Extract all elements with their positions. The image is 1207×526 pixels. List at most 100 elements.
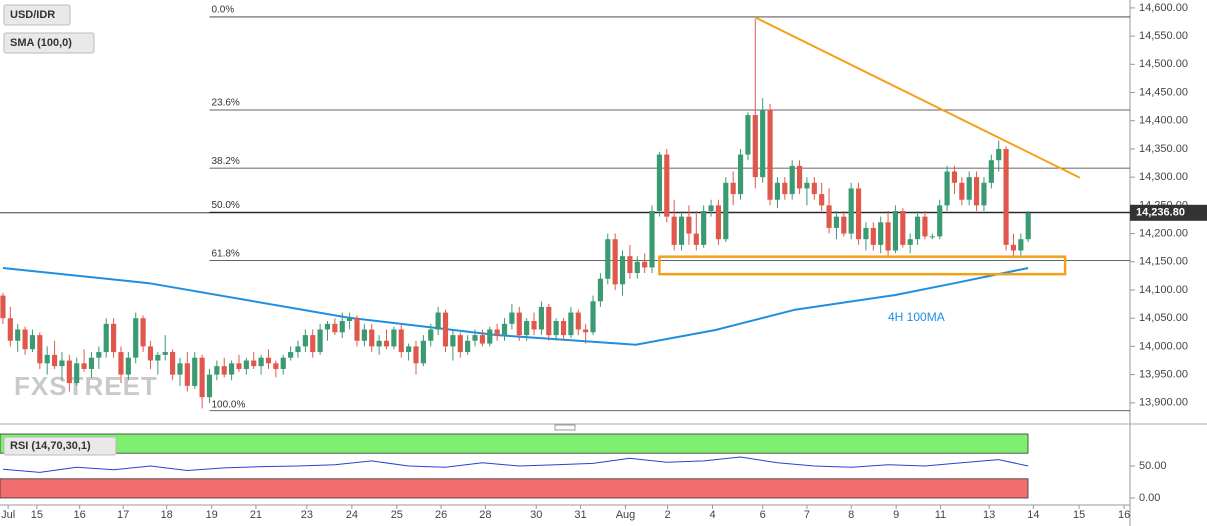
candle-body [236,363,242,369]
candle-body [996,148,1002,161]
candle-body [147,346,154,361]
candle-body [125,357,131,375]
x-tick-label: Jul [1,509,15,521]
candle-body [59,360,65,367]
candle-body [199,357,205,398]
resize-handle[interactable] [554,424,576,431]
candle-body [612,239,618,285]
candle-body [900,211,906,245]
candle-body [324,323,331,330]
candle-body [1010,244,1017,251]
candle-body [487,329,493,344]
candle-body [162,352,168,355]
y-tick-label: 13,950.00 [1139,369,1188,381]
candle-body [354,318,360,341]
candle-body [642,261,648,268]
candle-body [118,352,124,375]
x-tick-label: 21 [250,509,262,521]
candle-body [339,321,345,333]
candle-body [81,363,87,369]
label-box [3,436,117,456]
y-tick-label: 13,900.00 [1139,397,1188,409]
x-tick-label: 19 [206,509,218,521]
candle-body [251,360,257,367]
candle-body [435,312,441,330]
candle-body [760,109,766,178]
candle-body [538,306,544,330]
rsi-tick-label: 0.00 [1139,492,1160,504]
candle-body [892,211,899,251]
candle-body [214,366,220,375]
candle-body [789,165,795,195]
candle-body [678,216,685,245]
candle-body [273,363,279,369]
candle-body [819,194,825,206]
y-tick-label: 14,050.00 [1139,312,1188,324]
candle-body [988,160,994,183]
candle-body [841,216,847,234]
x-tick-label: 15 [1073,509,1085,521]
candle-body [811,182,817,195]
candle-body [391,329,397,347]
candle-body [457,335,463,353]
candle-body [302,335,308,347]
candle-body [863,227,869,240]
candle-body [295,346,301,353]
fib-label: 50.0% [211,200,239,211]
x-tick-label: 24 [346,509,358,521]
y-tick-label: 14,100.00 [1139,284,1188,296]
candle-body [907,239,913,245]
candle-body [590,301,596,333]
candle-body [74,363,80,384]
y-tick-label: 14,000.00 [1139,340,1188,352]
candle-body [310,335,316,353]
candle-body [826,205,832,228]
y-tick-label: 14,300.00 [1139,171,1188,183]
x-tick-label: 14 [1027,509,1039,521]
label-box [3,4,71,26]
rsi-line [2,456,1029,473]
candle-body [96,352,102,358]
x-tick-label: 7 [804,509,810,521]
candle-body [229,363,235,375]
candle-body [981,182,987,206]
candle-body [937,205,943,237]
y-tick-label: 14,150.00 [1139,256,1188,268]
candle-body [973,177,980,206]
candle-body [15,329,21,341]
candle-body [885,222,891,251]
x-tick-label: 13 [983,509,995,521]
candle-body [398,329,404,353]
candle-body [103,323,109,353]
candle-body [878,222,884,245]
candle-body [634,261,640,274]
candle-body [944,171,950,206]
candle-body [671,216,677,245]
x-tick-label: 8 [848,509,854,521]
x-tick-label: 11 [935,509,946,521]
candle-body [265,357,272,364]
candle-body [450,335,456,347]
rsi-label: RSI (14,70,30,1) [10,440,91,452]
candle-body [258,357,264,367]
sma-label: 4H 100MA [888,310,945,324]
candle-body [280,357,286,369]
candle-body [686,216,692,234]
candle-body [715,205,722,240]
x-tick-label: 28 [479,509,491,521]
y-tick-label: 14,600.00 [1139,2,1188,14]
candle-body [44,354,50,364]
candle-body [243,360,249,369]
rsi-oversold-band [0,478,1029,499]
candle-body [133,318,139,358]
x-tick-label: 16 [74,509,86,521]
candle-body [184,363,190,386]
candle-body [568,312,574,336]
candle-body [442,312,449,347]
candle-body [605,239,611,279]
candle-body [575,312,581,330]
candle-body [531,321,537,330]
candle-body [170,352,176,375]
candle-body [413,346,419,364]
